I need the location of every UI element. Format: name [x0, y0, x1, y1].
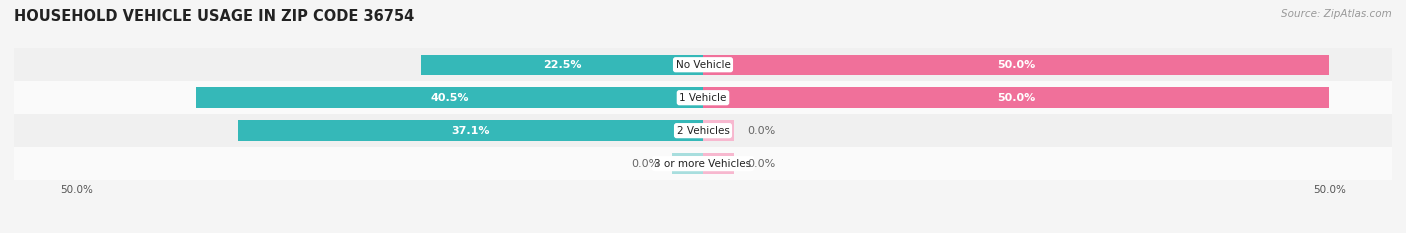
- Text: HOUSEHOLD VEHICLE USAGE IN ZIP CODE 36754: HOUSEHOLD VEHICLE USAGE IN ZIP CODE 3675…: [14, 9, 415, 24]
- Text: 2 Vehicles: 2 Vehicles: [676, 126, 730, 136]
- Text: 1 Vehicle: 1 Vehicle: [679, 93, 727, 103]
- Text: 0.0%: 0.0%: [631, 159, 659, 169]
- Bar: [703, 153, 734, 174]
- Text: 0.0%: 0.0%: [747, 159, 775, 169]
- Text: Source: ZipAtlas.com: Source: ZipAtlas.com: [1281, 9, 1392, 19]
- Bar: [14, 114, 1392, 147]
- Bar: [238, 120, 703, 141]
- Bar: [672, 153, 703, 174]
- Text: 40.5%: 40.5%: [430, 93, 468, 103]
- Bar: [703, 87, 1329, 108]
- Text: 50.0%: 50.0%: [997, 60, 1035, 70]
- Bar: [703, 120, 734, 141]
- Bar: [703, 55, 1329, 75]
- Bar: [14, 48, 1392, 81]
- Bar: [195, 87, 703, 108]
- Text: 22.5%: 22.5%: [543, 60, 581, 70]
- Text: 37.1%: 37.1%: [451, 126, 489, 136]
- Bar: [14, 147, 1392, 180]
- Bar: [422, 55, 703, 75]
- Text: 50.0%: 50.0%: [997, 93, 1035, 103]
- Text: 3 or more Vehicles: 3 or more Vehicles: [654, 159, 752, 169]
- Bar: [14, 81, 1392, 114]
- Text: No Vehicle: No Vehicle: [675, 60, 731, 70]
- Text: 0.0%: 0.0%: [747, 126, 775, 136]
